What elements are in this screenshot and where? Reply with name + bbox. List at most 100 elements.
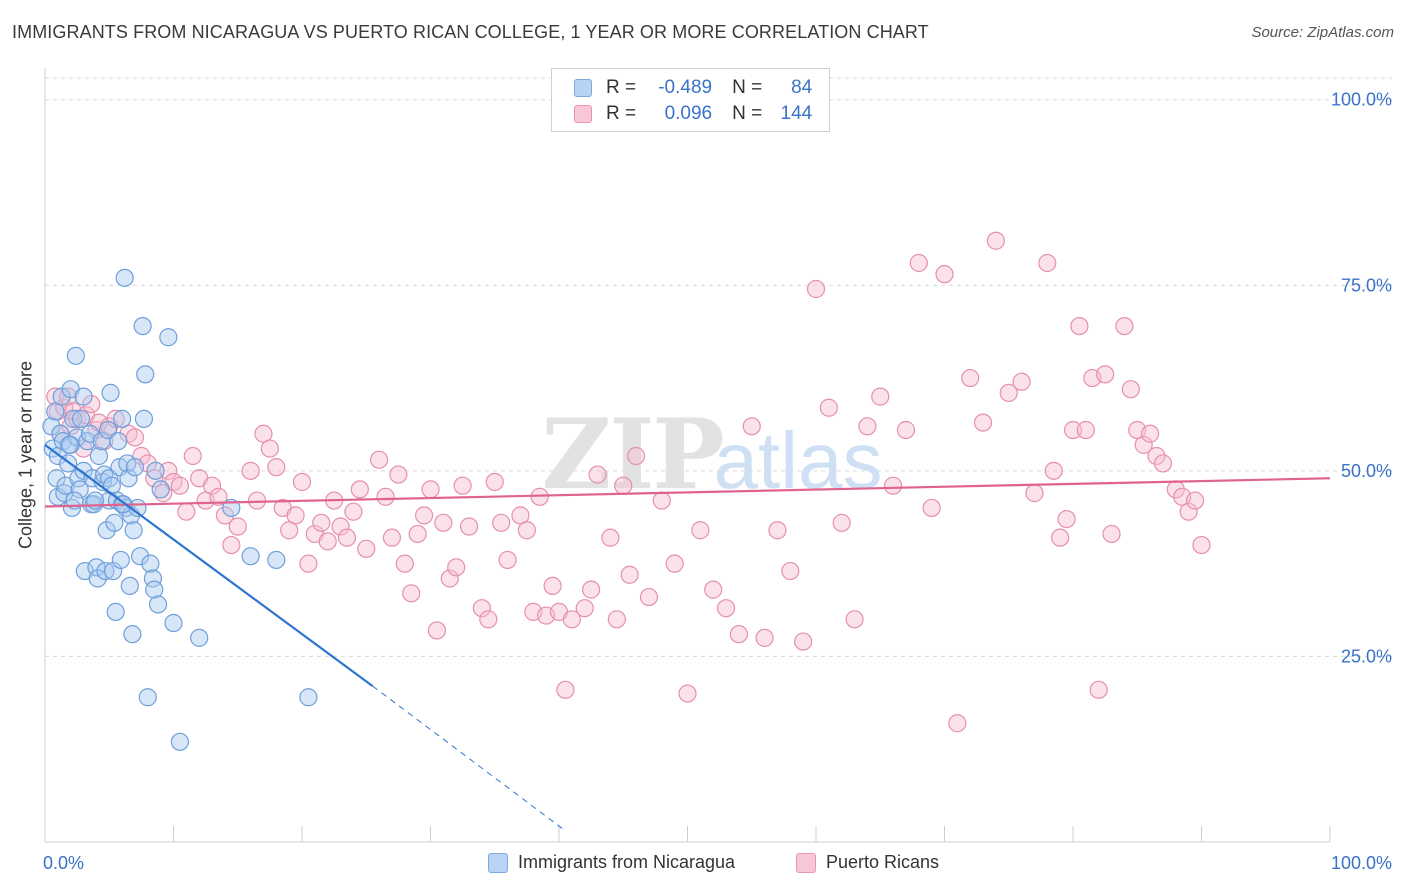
puerto-rican-point [357,539,376,558]
nicaragua-point [124,521,143,540]
r-label: R = [606,103,637,124]
puerto-rican-point [215,506,234,525]
puerto-rican-point [395,554,414,573]
puerto-rican-point [61,417,80,436]
nicaragua-point [115,268,134,287]
legend-label: Immigrants from Nicaragua [518,852,736,872]
nicaragua-point [97,521,116,540]
puerto-rican-point [543,576,562,596]
nicaragua-point [164,613,183,633]
nicaragua-point [148,595,168,614]
nicaragua-point [71,409,91,428]
puerto-rican-point [183,446,202,466]
blue-swatch [488,852,508,873]
nicaragua-point [141,554,160,573]
nicaragua-point [64,409,83,428]
nicaragua-point [241,547,260,566]
puerto-rican-point [935,265,954,284]
puerto-rican-point [588,465,607,484]
nicaragua-point [133,316,152,336]
puerto-rican-point [517,521,536,540]
y-tick-label: 50.0% [1341,461,1392,481]
puerto-rican-point [241,461,260,480]
nicaragua-point [60,435,79,454]
puerto-rican-point [453,476,472,495]
puerto-rican-point [1153,454,1173,473]
pink-swatch [574,105,592,123]
puerto-rican-point [492,513,511,532]
puerto-rican-point [794,632,813,651]
puerto-rican-point [986,231,1006,250]
puerto-rican-point [1147,446,1166,466]
r-value: 0.096 [664,103,713,124]
nicaragua-point [88,569,107,588]
nicaragua-point [170,732,190,751]
puerto-rican-point [292,472,312,492]
puerto-rican-point [819,398,838,417]
puerto-rican-point [421,480,440,499]
puerto-rican-point [145,469,164,488]
nicaragua-point [112,409,132,428]
puerto-rican-point [286,506,305,525]
puerto-rican-point [806,279,826,299]
puerto-rican-point [742,417,761,436]
legend-label: Puerto Ricans [826,852,940,872]
puerto-rican-point [68,409,87,428]
nicaragua-points [42,268,318,751]
nicaragua-point [78,432,97,451]
nicaragua-point [66,346,85,365]
trend-lines [44,443,1331,832]
puerto-rican-point [1179,502,1198,521]
puerto-rican-point [845,610,864,629]
puerto-rican-point [1140,424,1160,443]
puerto-rican-point [896,420,916,440]
puerto-rican-point [562,610,581,629]
puerto-rican-point [948,714,967,733]
puerto-rican-point [691,521,710,540]
puerto-rican-point [575,599,594,618]
puerto-rican-point [922,498,941,518]
puerto-rican-point [434,513,453,532]
puerto-rican-point [299,554,318,573]
puerto-rican-point [427,621,447,640]
puerto-rican-point [1121,380,1140,399]
nicaragua-point [146,461,165,480]
nicaragua-point [96,561,115,581]
puerto-rican-point [209,487,228,506]
x-tick-label-left: 0.0% [43,853,84,873]
puerto-rican-point [132,446,151,466]
blue-swatch [574,79,592,97]
nicaragua-point [123,625,142,644]
puerto-rican-point [1134,435,1153,454]
puerto-rican-point [665,554,684,573]
axes [44,68,1331,843]
puerto-rican-point [170,476,190,495]
puerto-rican-point [440,569,459,588]
puerto-rican-point [1044,461,1063,480]
n-value: 84 [791,77,813,98]
tick-labels: 25.0% 50.0% 75.0% 100.0% 0.0% 100.0% [43,90,1392,873]
nicaragua-point [130,547,150,566]
nicaragua-point [159,328,178,347]
puerto-rican-point [832,513,851,532]
gridlines [45,77,1392,657]
nicaragua-trend-line [44,443,374,688]
puerto-rican-point [1057,509,1076,529]
puerto-rican-point [999,383,1018,403]
y-axis-label: College, 1 year or more [15,360,36,550]
pink-swatch [796,852,816,873]
nicaragua-point [134,409,154,428]
chart-title: IMMIGRANTS FROM NICARAGUA VS PUERTO RICA… [12,22,929,42]
puerto-rican-point [755,628,774,647]
puerto-rican-point [337,528,357,547]
puerto-rican-point [1076,420,1095,440]
puerto-rican-point [318,532,337,551]
puerto-rican-point [479,610,498,629]
nicaragua-point [101,383,120,403]
puerto-rican-point [344,502,363,521]
puerto-rican-point [961,368,980,388]
puerto-rican-point [973,413,993,432]
puerto-rican-point [768,521,787,540]
correlation-legend: R = -0.489 N = 84 R = 0.096 N = 144 [551,68,830,132]
puerto-rican-point [177,502,196,521]
